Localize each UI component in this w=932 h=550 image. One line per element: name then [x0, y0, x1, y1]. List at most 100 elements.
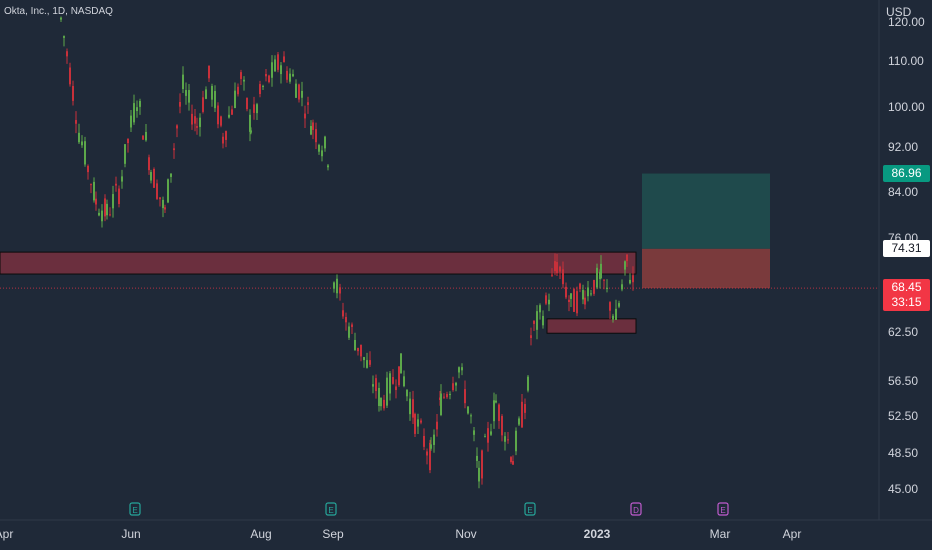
- candle-body: [333, 282, 335, 289]
- candle-body: [286, 70, 288, 80]
- candle-body: [156, 183, 158, 199]
- candle-body: [249, 114, 251, 132]
- current-price-tag: 68.45 33:15: [883, 279, 930, 311]
- candle-body: [420, 420, 422, 423]
- current-price-value: 68.45: [891, 280, 922, 294]
- candle-body: [389, 373, 391, 394]
- event-marker-label: E: [328, 506, 333, 515]
- event-marker-label: E: [527, 506, 532, 515]
- candle-body: [162, 199, 164, 209]
- candle-body: [185, 90, 187, 96]
- candle-body: [176, 125, 178, 129]
- currency-label[interactable]: USD: [886, 5, 912, 19]
- candle-body: [225, 131, 227, 140]
- candle-body: [217, 105, 219, 125]
- candle-body: [148, 157, 150, 171]
- candle-body: [360, 344, 362, 357]
- candle-body: [606, 287, 608, 289]
- candle-body: [632, 275, 634, 283]
- candle-body: [470, 415, 472, 417]
- candle-body: [339, 287, 341, 294]
- candle-body: [115, 183, 117, 186]
- event-marker-label: D: [633, 506, 639, 515]
- candle-body: [220, 116, 222, 126]
- candle-body: [84, 141, 86, 165]
- candle-body: [243, 79, 245, 82]
- candle-body: [90, 184, 92, 186]
- y-tick-label: 92.00: [888, 140, 918, 154]
- candle-body: [167, 179, 169, 203]
- candle-body: [246, 98, 248, 110]
- candle-body: [301, 90, 303, 98]
- candle-body: [222, 136, 224, 144]
- candle-body: [295, 83, 297, 98]
- candle-body: [521, 401, 523, 428]
- candle-body: [318, 144, 320, 152]
- candle-body: [351, 324, 353, 327]
- candle-body: [250, 130, 252, 133]
- candle-body: [145, 131, 147, 141]
- candle-body: [280, 65, 282, 75]
- candle-body: [304, 113, 306, 119]
- candle-body: [556, 262, 558, 274]
- candle-body: [562, 269, 564, 285]
- y-tick-label: 84.00: [888, 185, 918, 199]
- event-marker: [630, 502, 642, 516]
- candle-body: [464, 389, 466, 404]
- candle-body: [530, 335, 532, 339]
- candle-body: [112, 194, 114, 209]
- candle-body: [626, 254, 628, 262]
- candle-body: [345, 317, 347, 323]
- candle-body: [473, 430, 475, 435]
- y-tick-label: 45.00: [888, 482, 918, 496]
- candle-body: [199, 117, 201, 127]
- candle-body: [78, 132, 80, 143]
- candle-body: [590, 293, 592, 295]
- candle-body: [307, 102, 309, 105]
- candle-body: [179, 102, 181, 107]
- candle-body: [484, 436, 486, 438]
- candle-body: [573, 289, 575, 312]
- candle-body: [417, 419, 419, 427]
- candle-body: [348, 326, 350, 338]
- y-tick-label: 110.00: [888, 54, 924, 68]
- candle-body: [612, 315, 614, 320]
- event-marker: [325, 502, 337, 516]
- candle-body: [518, 418, 520, 425]
- support-zone: [546, 318, 637, 334]
- candle-body: [118, 188, 120, 204]
- candle-body: [510, 457, 512, 463]
- candle-body: [582, 289, 584, 300]
- candle-body: [554, 261, 556, 272]
- candle-body: [366, 360, 368, 368]
- candle-body: [234, 90, 236, 108]
- candle-body: [395, 386, 397, 391]
- candle-body: [527, 376, 529, 391]
- candle-body: [228, 114, 230, 118]
- candle-body: [262, 85, 264, 87]
- candle-body: [587, 287, 589, 297]
- candle-body: [603, 279, 605, 281]
- candle-body: [121, 176, 123, 182]
- candle-body: [109, 214, 111, 216]
- candle-body: [570, 293, 572, 299]
- candle-body: [495, 400, 497, 403]
- candle-body: [436, 421, 438, 430]
- bar-countdown: 33:15: [891, 295, 922, 309]
- candle-body: [481, 450, 483, 479]
- candle-body: [576, 291, 578, 314]
- y-tick-label: 52.50: [888, 409, 918, 423]
- candle-body: [256, 104, 258, 114]
- candle-body: [593, 280, 595, 294]
- candle-body: [375, 378, 377, 392]
- candle-body: [182, 74, 184, 90]
- candle-body: [501, 416, 503, 436]
- x-tick-label: Aug: [250, 527, 271, 541]
- candle-body: [487, 428, 489, 443]
- candle-body: [354, 339, 356, 351]
- event-marker: [524, 502, 536, 516]
- candle-body: [173, 148, 175, 151]
- candle-body: [433, 434, 435, 445]
- candle-body: [72, 86, 74, 101]
